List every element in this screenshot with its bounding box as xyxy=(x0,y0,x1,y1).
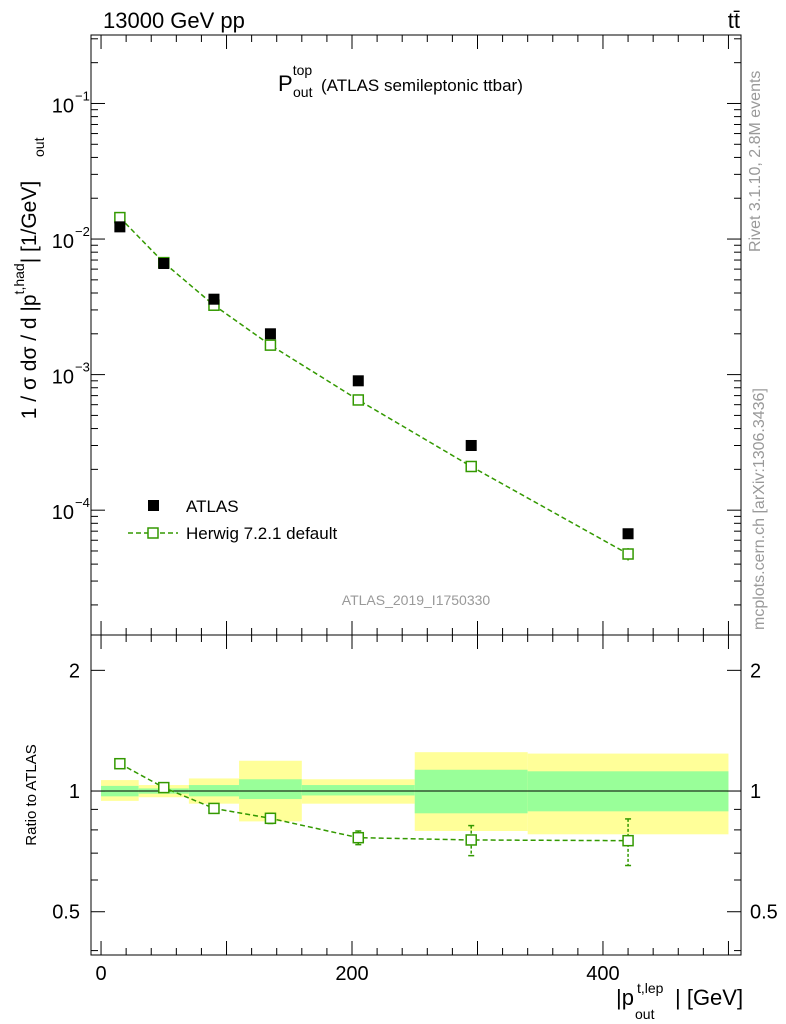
ratio-point xyxy=(264,812,277,825)
xlabel-main: |p xyxy=(616,985,634,1010)
ratio-y-tick-label: 2 xyxy=(69,660,80,682)
svg-text:1 / σ dσ / d |pt,had| [1/GeV]: 1 / σ dσ / d |pt,had| [1/GeV] xyxy=(11,181,41,419)
mc-point xyxy=(264,339,277,351)
main-ylabel-tail: | [1/GeV] xyxy=(18,181,41,264)
ratio-ylabel: Ratio to ATLAS xyxy=(23,744,40,845)
ratio-point xyxy=(622,834,634,847)
xlabel-sup: t,lep xyxy=(637,980,664,996)
main-ylabel: 1 / σ dσ / d |pt,had| [1/GeV] xyxy=(11,181,41,419)
plot-title-tail: (ATLAS semileptonic ttbar) xyxy=(321,76,523,95)
main-ylabel-sup: t,had xyxy=(11,263,27,294)
main-y-tick-exp: −4 xyxy=(75,495,90,510)
mcplots-info: mcplots.cern.ch [arXiv:1306.3436] xyxy=(751,388,768,630)
legend-data-marker xyxy=(148,500,159,511)
ratio-y-tick-label-right: 0.5 xyxy=(750,902,778,924)
process-label: tt̄ xyxy=(728,8,740,33)
data-point xyxy=(465,439,477,451)
data-point xyxy=(158,258,170,270)
main-y-tick-label: 10 xyxy=(52,502,74,524)
data-point xyxy=(264,328,276,340)
main-y-tick-label: 10 xyxy=(52,231,74,253)
mc-point xyxy=(114,211,126,224)
ratio-point xyxy=(465,834,477,846)
plot-title-sup: top xyxy=(293,62,313,78)
main-y-tick-label: 10 xyxy=(52,367,74,389)
energy-label: 13000 GeV pp xyxy=(103,8,245,33)
mc-point xyxy=(465,460,477,473)
legend-mc-marker xyxy=(147,527,159,539)
ratio-frame xyxy=(90,634,742,956)
ratio-y-tick-label-right: 1 xyxy=(750,781,761,803)
plot-title-main: P xyxy=(278,71,293,96)
main-frame xyxy=(90,34,742,636)
analysis-id: ATLAS_2019_I1750330 xyxy=(342,592,491,608)
xlabel: |p t,lep out | [GeV] xyxy=(616,980,743,1022)
xlabel-sub: out xyxy=(635,1006,655,1022)
xlabel-tail: | [GeV] xyxy=(675,985,743,1010)
rivet-info: Rivet 3.1.10, 2.8M events xyxy=(747,71,764,252)
legend-mc-label: Herwig 7.2.1 default xyxy=(186,524,337,543)
ratio-point xyxy=(208,802,220,815)
mc-point xyxy=(352,394,365,406)
ratio-y-tick-label: 1 xyxy=(69,781,80,803)
main-ylabel-text: 1 / σ dσ / d |p xyxy=(18,294,41,419)
data-point xyxy=(352,375,364,387)
data-point xyxy=(622,528,634,540)
ratio-y-tick-label-right: 2 xyxy=(750,660,761,682)
main-y-tick-label: 10 xyxy=(52,95,74,117)
data-point xyxy=(208,293,220,305)
ratio-point xyxy=(114,757,126,770)
ratio-point xyxy=(352,831,365,844)
data-point xyxy=(114,221,126,233)
x-tick-label: 0 xyxy=(95,963,106,985)
legend: ATLAS Herwig 7.2.1 default xyxy=(128,497,337,543)
ratio-band-inner xyxy=(239,779,302,800)
main-y-tick-exp: −1 xyxy=(75,88,90,103)
legend-data-label: ATLAS xyxy=(186,497,239,516)
ratio-y-tick-label: 0.5 xyxy=(52,902,80,924)
plot-title-sub: out xyxy=(293,84,313,100)
ratio-panel: 0.5 0.5 1 1 2 2 xyxy=(52,634,778,956)
main-panel: 10−110−210−310−4 xyxy=(52,34,742,636)
main-ylabel-sub: out xyxy=(31,137,47,157)
mc-point xyxy=(622,548,634,560)
main-y-tick-exp: −2 xyxy=(75,224,90,239)
main-y-tick-exp: −3 xyxy=(75,360,90,375)
x-tick-label: 200 xyxy=(335,963,368,985)
ratio-band-inner xyxy=(301,785,415,796)
ratio-point xyxy=(158,781,170,794)
plot-title: Ptop xyxy=(278,62,312,96)
x-tick-label: 400 xyxy=(586,963,619,985)
